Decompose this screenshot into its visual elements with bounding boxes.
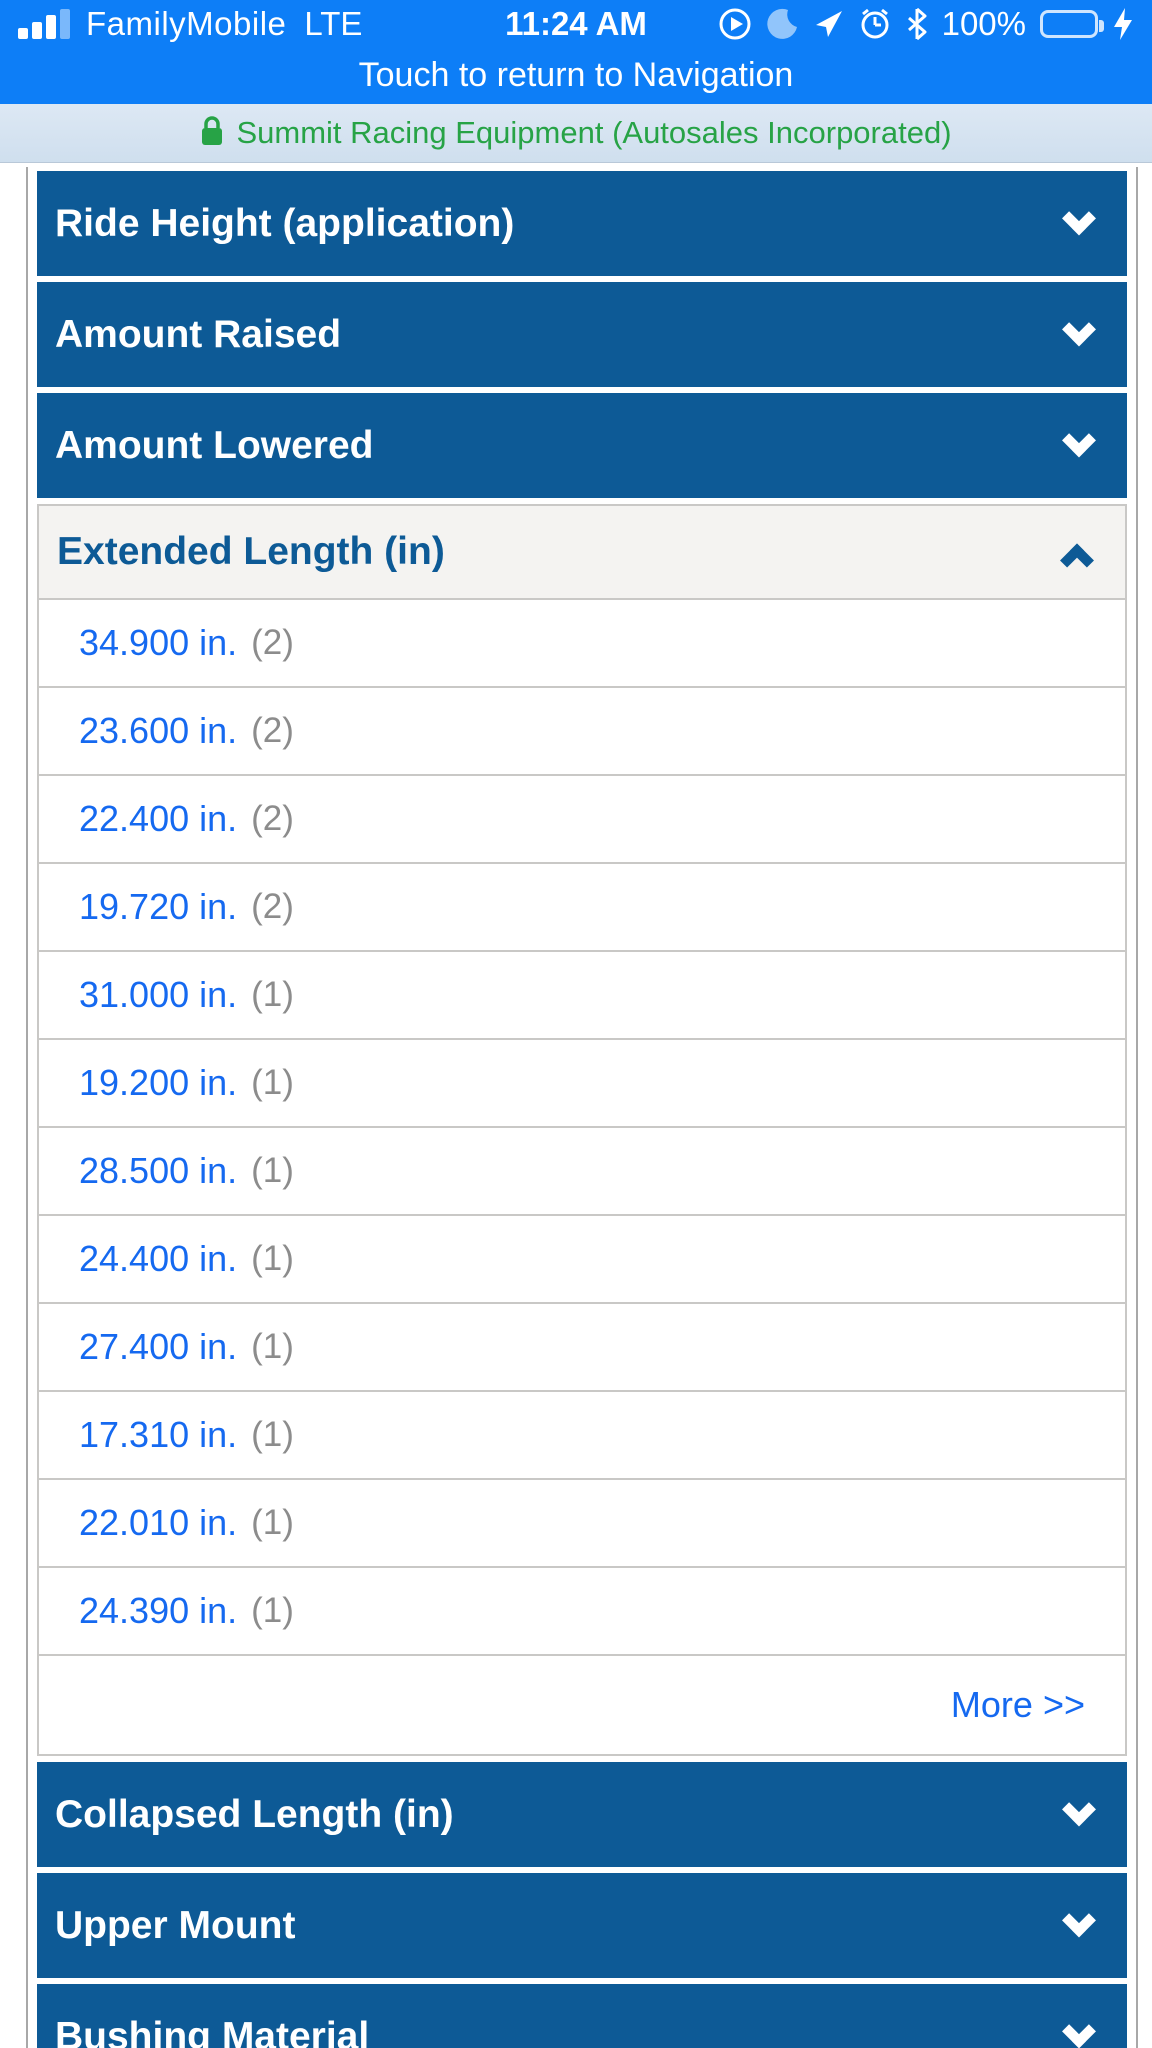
filter-option-count: (1) [251, 1063, 294, 1102]
chevron-down-icon [1062, 1902, 1096, 1937]
filter-option-count: (1) [251, 1503, 294, 1542]
filter-option-link[interactable]: 28.500 in. [79, 1150, 238, 1191]
filter-section-bushing-material[interactable]: Bushing Material [37, 1984, 1127, 2048]
filter-section-extended-length[interactable]: Extended Length (in) [37, 504, 1127, 600]
battery-percent-label: 100% [941, 4, 1026, 42]
filter-option-link[interactable]: 17.310 in. [79, 1414, 238, 1455]
filter-option[interactable]: 22.400 in. (2) [37, 776, 1127, 864]
status-bar: FamilyMobile LTE 11:24 AM [0, 0, 1152, 104]
filter-section-label: Bushing Material [55, 2014, 370, 2048]
site-title: Summit Racing Equipment (Autosales Incor… [236, 115, 952, 150]
filter-option-count: (2) [251, 623, 294, 662]
filter-option-link[interactable]: 34.900 in. [79, 622, 238, 663]
filter-option-link[interactable]: 22.010 in. [79, 1502, 238, 1543]
filter-option[interactable]: 24.390 in. (1) [37, 1568, 1127, 1656]
filter-option-count: (1) [251, 1151, 294, 1190]
filter-section-label: Extended Length (in) [57, 530, 445, 573]
filter-section-label: Amount Lowered [55, 423, 374, 467]
more-row: More >> [37, 1656, 1127, 1756]
filter-option-count: (2) [251, 887, 294, 926]
carrier-label: FamilyMobile [86, 4, 287, 42]
filter-option[interactable]: 22.010 in. (1) [37, 1480, 1127, 1568]
chevron-down-icon [1062, 2013, 1096, 2048]
filter-option[interactable]: 19.720 in. (2) [37, 864, 1127, 952]
status-right: 100% [576, 5, 1134, 43]
more-link[interactable]: More >> [950, 1684, 1085, 1725]
url-bar[interactable]: Summit Racing Equipment (Autosales Incor… [0, 104, 1152, 163]
filter-section-amount-lowered[interactable]: Amount Lowered [37, 393, 1127, 498]
filter-section-label: Upper Mount [55, 1903, 296, 1947]
chevron-down-icon [1062, 311, 1096, 346]
filter-section-collapsed-length[interactable]: Collapsed Length (in) [37, 1762, 1127, 1867]
filter-option-link[interactable]: 24.400 in. [79, 1238, 238, 1279]
filter-section-label: Ride Height (application) [55, 201, 515, 245]
filter-option[interactable]: 19.200 in. (1) [37, 1040, 1127, 1128]
chevron-down-icon [1062, 200, 1096, 235]
filter-option-link[interactable]: 24.390 in. [79, 1590, 238, 1631]
chevron-up-icon [1060, 543, 1094, 578]
battery-icon [1040, 9, 1104, 38]
filter-option-count: (1) [251, 1591, 294, 1630]
charging-bolt-icon [1112, 7, 1134, 41]
filter-option[interactable]: 31.000 in. (1) [37, 952, 1127, 1040]
filter-option-count: (2) [251, 711, 294, 750]
filter-option[interactable]: 23.600 in. (2) [37, 688, 1127, 776]
bluetooth-icon [906, 7, 928, 40]
filter-option-count: (1) [251, 1327, 294, 1366]
filter-option-count: (2) [251, 799, 294, 838]
filter-option[interactable]: 27.400 in. (1) [37, 1304, 1127, 1392]
filter-option-count: (1) [251, 975, 294, 1014]
filter-section-label: Amount Raised [55, 312, 342, 356]
play-circle-icon [718, 7, 752, 41]
status-left: FamilyMobile LTE [18, 5, 576, 43]
filter-option-link[interactable]: 19.720 in. [79, 886, 238, 927]
filter-panel: Ride Height (application) Amount Raised … [26, 167, 1138, 2048]
do-not-disturb-moon-icon [766, 7, 800, 41]
location-arrow-icon [814, 9, 844, 39]
chevron-down-icon [1062, 1791, 1096, 1826]
filter-option-link[interactable]: 31.000 in. [79, 974, 238, 1015]
filter-option[interactable]: 24.400 in. (1) [37, 1216, 1127, 1304]
filter-option-link[interactable]: 27.400 in. [79, 1326, 238, 1367]
status-bar-row: FamilyMobile LTE 11:24 AM [0, 0, 1152, 47]
alarm-clock-icon [858, 7, 892, 41]
filter-option-link[interactable]: 19.200 in. [79, 1062, 238, 1103]
filter-section-amount-raised[interactable]: Amount Raised [37, 282, 1127, 387]
filter-option-link[interactable]: 22.400 in. [79, 798, 238, 839]
filter-option[interactable]: 17.310 in. (1) [37, 1392, 1127, 1480]
filter-option[interactable]: 28.500 in. (1) [37, 1128, 1127, 1216]
filter-option-count: (1) [251, 1239, 294, 1278]
clock: 11:24 AM [505, 4, 647, 42]
filter-section-label: Collapsed Length (in) [55, 1792, 454, 1836]
return-to-navigation-banner[interactable]: Touch to return to Navigation [358, 56, 794, 94]
filter-option-link[interactable]: 23.600 in. [79, 710, 238, 751]
network-type-label: LTE [304, 4, 363, 42]
filter-section-ride-height[interactable]: Ride Height (application) [37, 171, 1127, 276]
filter-option[interactable]: 34.900 in. (2) [37, 600, 1127, 688]
cellular-signal-icon [18, 8, 70, 39]
chevron-down-icon [1062, 422, 1096, 457]
filter-option-count: (1) [251, 1415, 294, 1454]
lock-icon [200, 115, 224, 152]
filter-section-upper-mount[interactable]: Upper Mount [37, 1873, 1127, 1978]
